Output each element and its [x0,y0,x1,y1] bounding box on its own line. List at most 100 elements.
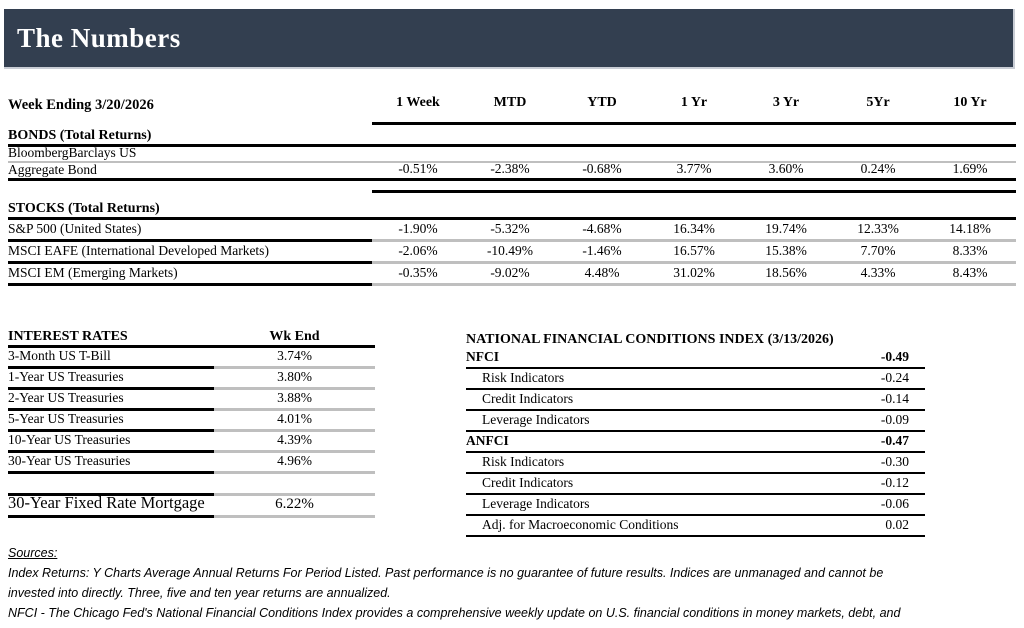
rate-name: 1-Year US Treasuries [8,369,214,390]
stock-value: 16.34% [673,221,715,236]
bond-value: 1.69% [952,161,988,176]
nfci-table: NATIONAL FINANCIAL CONDITIONS INDEX (3/1… [466,326,925,537]
column-header: 1 Week [396,95,440,110]
column-header: MTD [493,95,527,110]
table-row: 5-Year US Treasuries 4.01% [8,411,375,432]
stocks-section-title: STOCKS (Total Returns) [8,198,1016,220]
rate-name: 2-Year US Treasuries [8,390,214,411]
table-row: Leverage Indicators -0.09 [466,411,925,432]
footnote-line: invested into directly. Three, five and … [8,586,391,600]
spacer [8,190,372,198]
interest-rates-table: INTEREST RATES Wk End 3-Month US T-Bill … [8,326,375,518]
bond-value: 3.77% [676,161,712,176]
stock-values: -0.35% -9.02% 4.48% 31.02% 18.56% 4.33% … [372,264,1016,286]
bond-name-text: BloombergBarclays US [8,145,137,160]
nfci-row-value: -0.47 [880,433,909,448]
stock-value: 19.74% [765,221,807,236]
rate-value: 3.88% [214,390,375,411]
nfci-row-value: -0.14 [880,391,909,406]
stock-value: -2.06% [398,243,438,258]
stock-value: 4.48% [584,265,620,280]
mortgage-name: 30-Year Fixed Rate Mortgage [8,493,214,518]
rate-value: 3.74% [214,348,375,369]
stock-value: -10.49% [486,243,534,258]
stock-values: -1.90% -5.32% -4.68% 16.34% 19.74% 12.33… [372,220,1016,242]
table-row: 3-Month US T-Bill 3.74% [8,348,375,369]
nfci-row-label: Adj. for Macroeconomic Conditions [482,517,679,532]
mortgage-row: 30-Year Fixed Rate Mortgage 6.22% [8,493,375,518]
nfci-row-label: Risk Indicators [482,370,565,385]
nfci-row-value: -0.30 [880,454,909,469]
stock-value: -0.35% [398,265,438,280]
nfci-row-value: 0.02 [885,517,909,532]
nfci-row-value: -0.49 [880,349,909,364]
nfci-title: NATIONAL FINANCIAL CONDITIONS INDEX (3/1… [466,332,834,347]
footnotes: Sources: Index Returns: Y Charts Average… [8,543,1016,623]
rate-name: 10-Year US Treasuries [8,432,214,453]
table-row: 2-Year US Treasuries 3.88% [8,390,375,411]
interest-rates-header: INTEREST RATES Wk End [8,326,375,348]
nfci-row-label: Risk Indicators [482,454,565,469]
stock-value: 7.70% [860,243,896,258]
rate-value: 4.39% [214,432,375,453]
bond-name-line1: BloombergBarclays US [8,145,1016,163]
nfci-row-label: Leverage Indicators [482,496,590,511]
stock-value: 4.33% [860,265,896,280]
nfci-row-value: -0.06 [880,496,909,511]
column-header: 3 Yr [772,95,800,110]
week-ending-label: Week Ending 3/20/2026 [8,97,154,113]
bonds-section-title: BONDS (Total Returns) [8,125,1016,147]
rate-value: 3.80% [214,369,375,390]
stock-value: 8.33% [952,243,988,258]
section-title-text: STOCKS (Total Returns) [8,201,160,216]
nfci-row-value: -0.09 [880,412,909,427]
title-bar: The Numbers [4,9,1015,69]
footnote-line: Index Returns: Y Charts Average Annual R… [8,566,884,580]
table-row: NFCI -0.49 [466,348,925,369]
bond-value: -0.68% [582,161,622,176]
table-row: Leverage Indicators -0.06 [466,495,925,516]
interest-rates-title: INTEREST RATES [8,329,128,344]
bond-data-row: Aggregate Bond -0.51% -2.38% -0.68% 3.77… [8,161,1016,181]
column-header: 1 Yr [680,95,708,110]
table-row: S&P 500 (United States) -1.90% -5.32% -4… [8,220,1016,242]
market-returns-table: Week Ending 3/20/2026 1 Week MTD YTD 1 Y… [8,88,1016,286]
table-row: Credit Indicators -0.14 [466,390,925,411]
rate-value: 4.96% [214,453,375,474]
rate-name: 30-Year US Treasuries [8,453,214,474]
stock-value: -9.02% [490,265,530,280]
bond-name-line2: Aggregate Bond [8,162,97,177]
table-row: 1-Year US Treasuries 3.80% [8,369,375,390]
nfci-row-label: Credit Indicators [482,391,574,406]
table-row: ANFCI -0.47 [466,432,925,453]
table-row: Risk Indicators -0.24 [466,369,925,390]
nfci-row-label: Leverage Indicators [482,412,590,427]
page-title: The Numbers [17,22,181,53]
stock-value: -1.90% [398,221,438,236]
stock-value: -5.32% [490,221,530,236]
wk-end-header: Wk End [269,329,320,344]
column-header: 5Yr [866,95,890,110]
bond-value: -0.51% [398,161,438,176]
column-header: 10 Yr [953,95,987,110]
rule-line [372,190,1016,198]
stock-value: 15.38% [765,243,807,258]
column-header: YTD [587,95,617,110]
table-row: MSCI EM (Emerging Markets) -0.35% -9.02%… [8,264,1016,286]
rate-name: 5-Year US Treasuries [8,411,214,432]
stock-values: -2.06% -10.49% -1.46% 16.57% 15.38% 7.70… [372,242,1016,264]
rate-name: 3-Month US T-Bill [8,348,214,369]
section-title-text: BONDS (Total Returns) [8,128,152,143]
stock-value: 12.33% [857,221,899,236]
mortgage-value: 6.22% [214,493,375,518]
nfci-row-label: NFCI [466,349,499,364]
nfci-row-value: -0.24 [880,370,909,385]
stocks-top-rule [8,190,1016,198]
stock-value: -4.68% [582,221,622,236]
nfci-row-label: Credit Indicators [482,475,574,490]
rate-value: 4.01% [214,411,375,432]
stock-value: 18.56% [765,265,807,280]
stock-value: 31.02% [673,265,715,280]
returns-header-row: Week Ending 3/20/2026 1 Week MTD YTD 1 Y… [8,88,1016,125]
